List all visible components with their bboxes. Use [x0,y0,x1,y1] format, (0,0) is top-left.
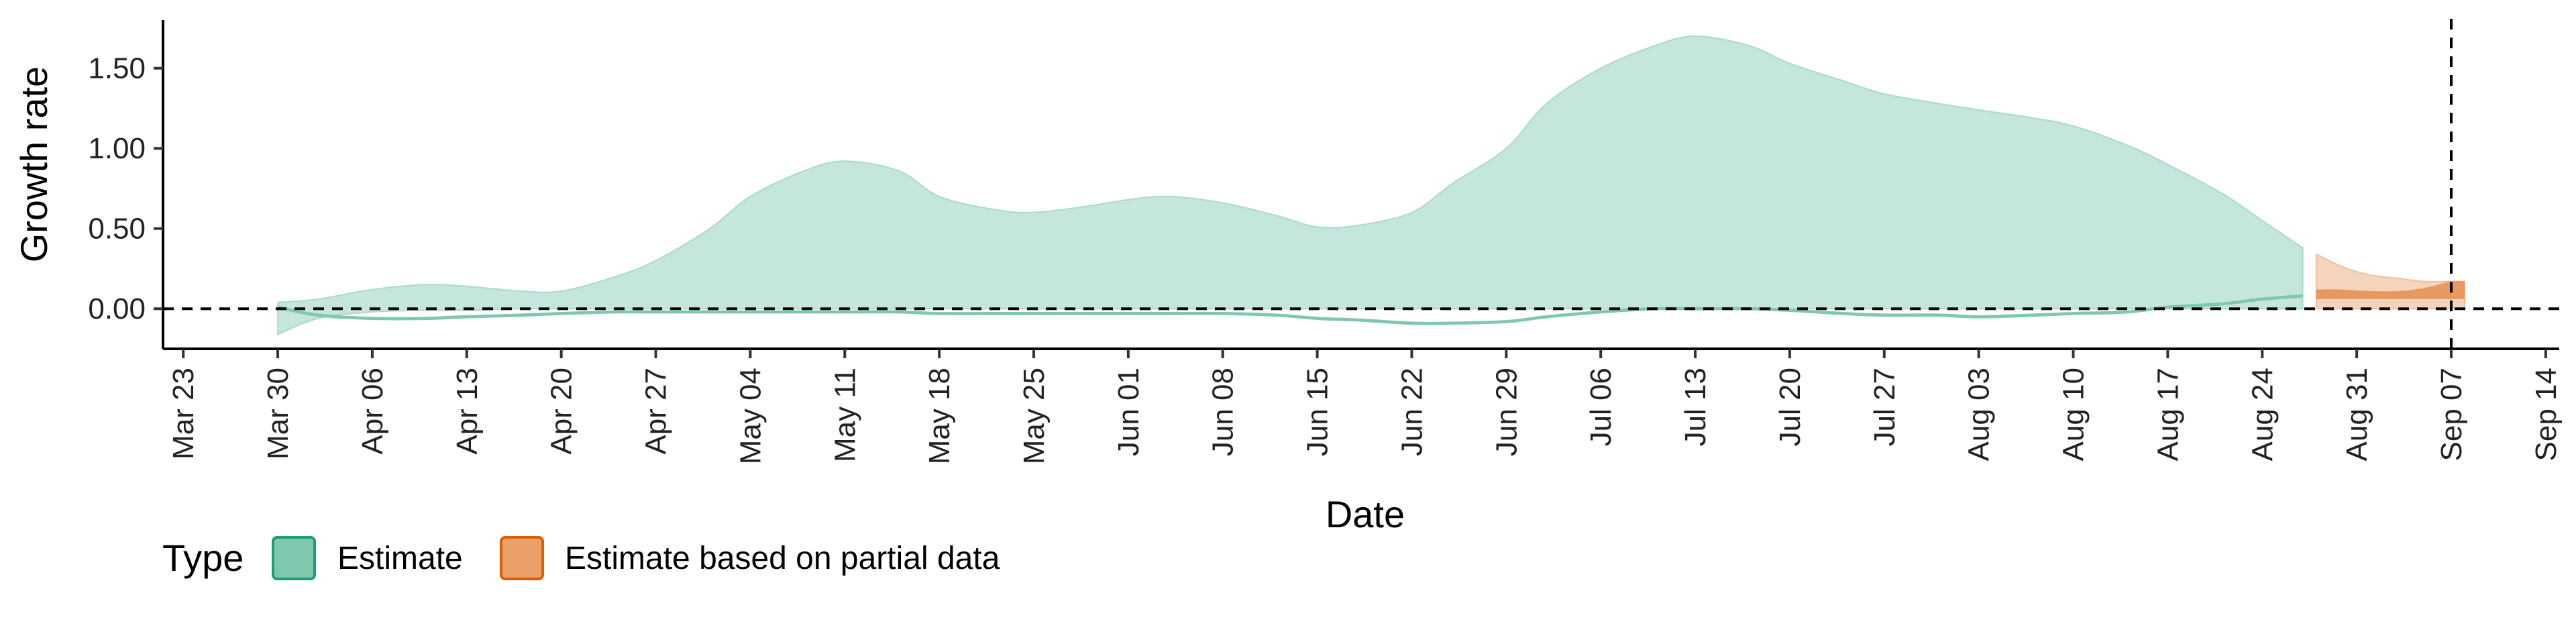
x-tick-label: Aug 03 [1963,368,1996,461]
x-tick-label: Mar 23 [167,368,200,460]
legend-label-partial: Estimate based on partial data [565,541,1000,576]
plot-area [277,35,2466,335]
x-tick-label: Sep 14 [2530,368,2563,461]
x-tick-label: Jun 01 [1112,368,1145,456]
x-tick-label: Mar 30 [262,368,294,460]
reference-lines [163,19,2559,349]
x-tick-label: Jun 08 [1207,368,1240,456]
y-tick-label: 0.50 [88,213,146,246]
x-tick-label: Apr 20 [545,368,578,455]
x-axis: Mar 23 Mar 30 Apr 06 Apr 13 Apr 20 Apr 27 May … [163,347,2563,464]
y-axis: 0.00 0.50 1.00 1.50 [88,20,164,349]
x-tick-label: Jun 29 [1490,368,1523,456]
y-tick-label: 1.50 [88,52,146,85]
x-tick-label: Sep 07 [2435,368,2468,461]
band-outer-estimate [277,35,2304,335]
y-tick-label: 0.00 [88,292,146,325]
x-tick-label: May 04 [734,368,767,464]
x-tick-label: Apr 27 [640,368,673,455]
x-tick-label: Apr 13 [451,368,484,455]
x-tick-label: Aug 24 [2246,368,2279,461]
x-tick-label: Apr 06 [356,368,389,455]
x-tick-label: Jun 15 [1301,368,1334,456]
legend-title: Type [162,537,244,579]
x-tick-label: Jul 20 [1774,368,1807,446]
x-axis-title: Date [1326,493,1405,535]
legend-swatch-estimate [272,536,316,580]
legend: Type Estimate Estimate based on partial … [162,536,1000,580]
x-tick-label: Aug 10 [2057,368,2090,461]
x-tick-label: May 25 [1018,368,1051,464]
x-tick-label: Jul 13 [1679,368,1712,446]
x-tick-label: Aug 17 [2151,368,2184,461]
x-tick-label: Jul 27 [1868,368,1901,446]
x-tick-label: May 18 [923,368,956,464]
legend-swatch-partial [500,536,544,580]
y-axis-title: Growth rate [13,66,55,263]
band-outer-partial [2315,253,2466,310]
legend-label-estimate: Estimate [337,541,463,576]
band-inner-partial [2316,280,2465,299]
x-tick-label: May 11 [828,368,861,462]
x-tick-label: Jul 06 [1585,368,1617,446]
y-tick-label: 1.00 [88,132,146,165]
x-tick-label: Aug 31 [2341,368,2373,461]
x-tick-label: Jun 22 [1396,368,1429,456]
